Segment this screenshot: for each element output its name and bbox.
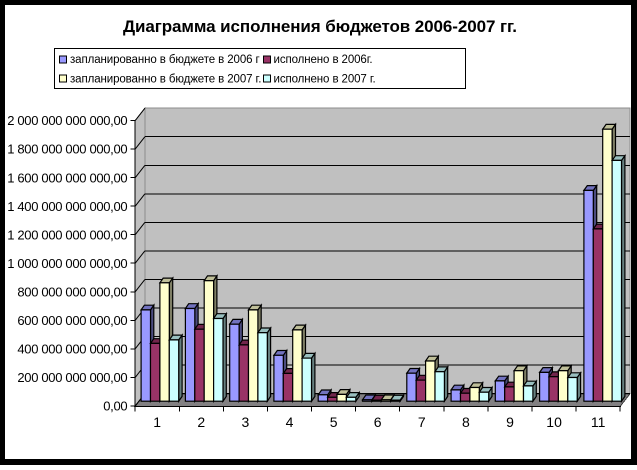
- svg-text:1 800 000 000 000,00: 1 800 000 000 000,00: [7, 142, 127, 157]
- svg-text:запланированно в бюджете в 200: запланированно в бюджете в 2007 г.: [70, 73, 261, 85]
- svg-text:6: 6: [374, 414, 382, 430]
- svg-text:800 000 000 000,00: 800 000 000 000,00: [17, 284, 127, 299]
- svg-text:Диаграмма исполнения бюджетов: Диаграмма исполнения бюджетов 2006-2007 …: [123, 17, 517, 36]
- svg-text:1: 1: [153, 414, 161, 430]
- svg-text:2: 2: [197, 414, 205, 430]
- svg-text:3: 3: [242, 414, 250, 430]
- svg-text:исполнено в 2007 г.: исполнено в 2007 г.: [274, 73, 376, 85]
- svg-text:400 000 000 000,00: 400 000 000 000,00: [17, 341, 127, 356]
- svg-text:2 000 000 000 000,00: 2 000 000 000 000,00: [7, 113, 127, 128]
- svg-text:11: 11: [591, 414, 606, 430]
- svg-text:7: 7: [418, 414, 426, 430]
- svg-text:200 000 000 000,00: 200 000 000 000,00: [17, 370, 127, 385]
- svg-text:8: 8: [462, 414, 470, 430]
- svg-text:5: 5: [330, 414, 338, 430]
- svg-text:1 200 000 000 000,00: 1 200 000 000 000,00: [7, 227, 127, 242]
- svg-text:9: 9: [506, 414, 514, 430]
- svg-text:10: 10: [546, 414, 562, 430]
- svg-text:4: 4: [286, 414, 294, 430]
- svg-text:0,00: 0,00: [103, 399, 127, 414]
- svg-text:1 600 000 000 000,00: 1 600 000 000 000,00: [7, 170, 127, 185]
- svg-text:600 000 000 000,00: 600 000 000 000,00: [17, 313, 127, 328]
- svg-text:1 400 000 000 000,00: 1 400 000 000 000,00: [7, 199, 127, 214]
- svg-text:исполнено в 2006г.: исполнено в 2006г.: [274, 54, 373, 66]
- svg-text:1 000 000 000 000,00: 1 000 000 000 000,00: [7, 256, 127, 271]
- svg-text:запланированно в бюджете в 200: запланированно в бюджете в 2006 г: [70, 54, 260, 66]
